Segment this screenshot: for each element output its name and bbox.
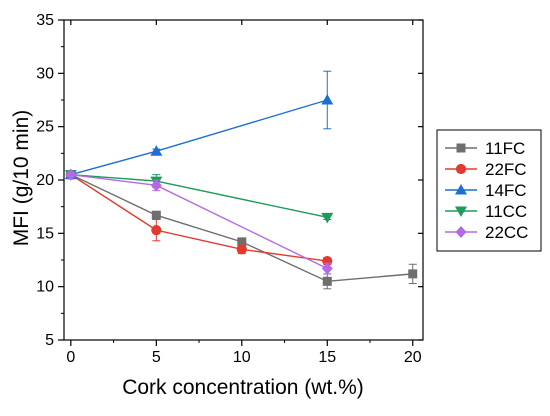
- y-tick-label: 35: [36, 12, 54, 29]
- y-tick-label: 15: [36, 225, 54, 242]
- series-line-22CC: [70, 173, 328, 270]
- series-22CC: [65, 168, 333, 275]
- data-point-22CC: [65, 168, 77, 181]
- legend-marker: [455, 206, 467, 217]
- legend-marker: [455, 184, 467, 195]
- legend-label: 11CC: [485, 202, 527, 221]
- y-tick-label: 30: [36, 65, 54, 82]
- x-tick-label: 10: [233, 349, 251, 366]
- y-tick-label: 25: [36, 119, 54, 136]
- legend-item-11CC: 11CC: [445, 202, 527, 221]
- legend-label: 11FC: [485, 139, 525, 158]
- x-tick-label: 15: [318, 349, 336, 366]
- x-tick-label: 20: [404, 349, 422, 366]
- series-line-11CC: [70, 173, 328, 219]
- data-point-22CC: [321, 262, 333, 275]
- legend-item-11FC: 11FC: [445, 139, 525, 158]
- x-axis-label: Cork concentration (wt.%): [122, 376, 364, 399]
- data-point-22FC: [151, 225, 162, 236]
- series-line-11FC: [70, 174, 413, 283]
- legend-item-22CC: 22CC: [445, 223, 528, 242]
- data-point-22FC: [236, 244, 247, 255]
- data-point-11FC: [408, 269, 418, 279]
- legend-label: 22FC: [485, 160, 527, 179]
- legend-marker: [456, 143, 466, 153]
- series-14FC: [64, 70, 334, 180]
- data-point-11FC: [322, 276, 332, 286]
- y-axis-label: MFI (g/10 min): [10, 110, 33, 247]
- x-tick-label: 5: [152, 349, 161, 366]
- x-tick-label: 0: [66, 349, 75, 366]
- data-point-11FC: [151, 210, 161, 220]
- plot-layer: [64, 70, 418, 290]
- data-point-14FC: [150, 145, 163, 156]
- series-line-22FC: [70, 174, 328, 262]
- data-point-22CC: [150, 179, 162, 192]
- series-line-14FC: [70, 99, 328, 176]
- y-tick-label: 10: [36, 279, 54, 296]
- data-point-11FC: [237, 237, 247, 247]
- legend-item-14FC: 14FC: [445, 181, 527, 200]
- legend-label: 22CC: [485, 223, 528, 242]
- series-11FC: [66, 170, 418, 290]
- data-point-11CC: [321, 212, 334, 224]
- legend-marker: [455, 163, 467, 175]
- legend-marker: [455, 226, 467, 238]
- data-point-14FC: [321, 94, 334, 105]
- y-tick-label: 5: [45, 332, 54, 349]
- legend-label: 14FC: [485, 181, 527, 200]
- legend-item-22FC: 22FC: [445, 160, 527, 179]
- legend: 11FC 22FC 14FC 11CC 22CC: [436, 129, 542, 252]
- y-tick-label: 20: [36, 172, 54, 189]
